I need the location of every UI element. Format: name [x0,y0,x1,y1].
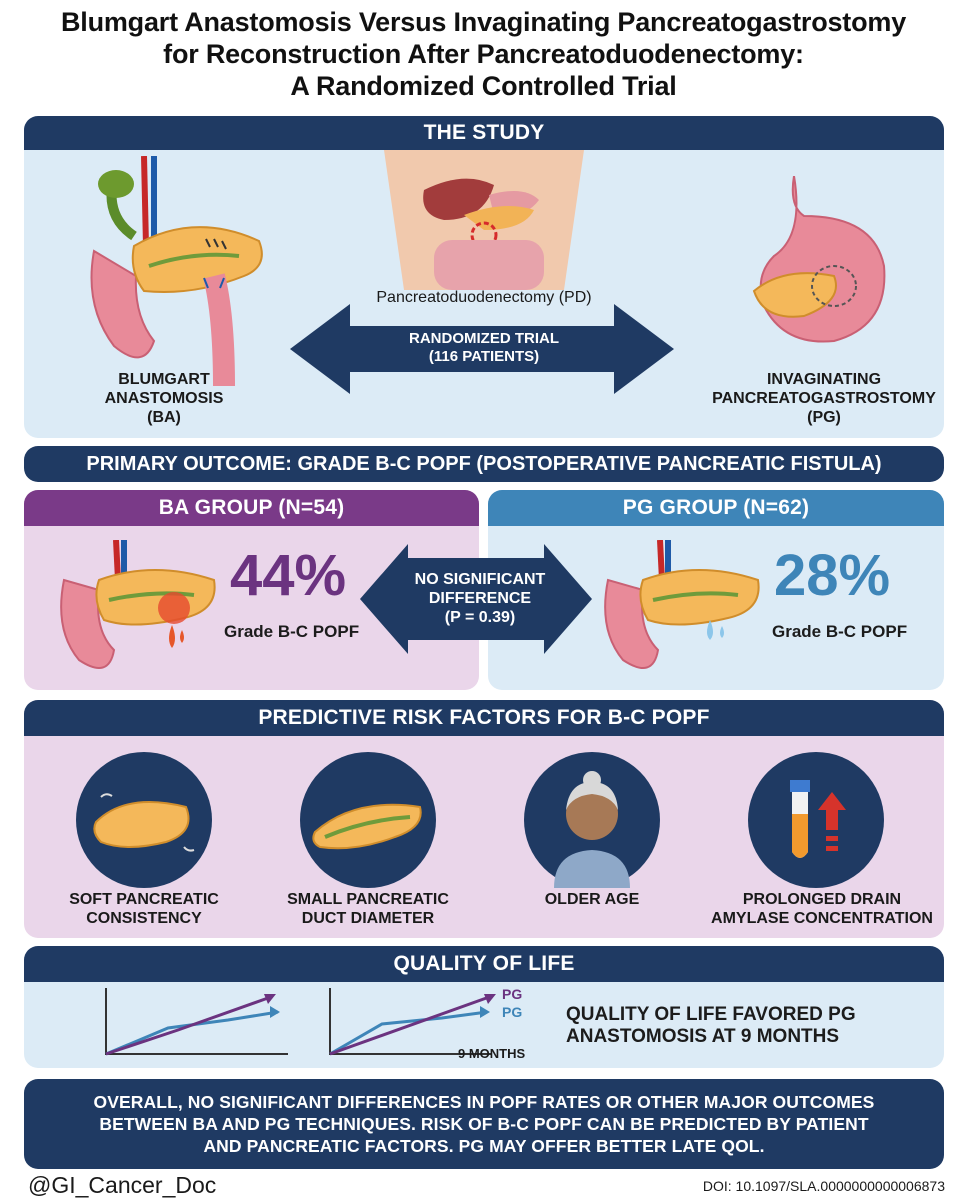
randomized-trial-label: RANDOMIZED TRIAL (116 PATIENTS) [354,330,614,366]
conclusion-line-3: AND PANCREATIC FACTORS. PG MAY OFFER BET… [203,1136,765,1156]
conclusion-line-2: BETWEEN BA AND PG TECHNIQUES. RISK OF B-… [99,1114,869,1134]
pg-label-line-1: INVAGINATING [766,371,882,388]
pancreatic-duct-icon [300,752,436,888]
risk-item-4-label: PROLONGED DRAIN AMYLASE CONCENTRATION [704,890,940,928]
procedure-label: Pancreatoduodenectomy (PD) [376,289,592,306]
pg-label: INVAGINATING PANCREATOGASTROSTOMY (PG) [704,370,944,427]
pg-group-header: PG GROUP (N=62) [488,490,944,526]
qol-chart-1 [105,988,288,1056]
risk-item-3-line-1: OLDER AGE [544,891,640,908]
qol-time-label: 9 MONTHS [458,1046,526,1061]
pg-leak-pancreas-icon [604,540,760,669]
pg-percent: 28% [774,543,891,608]
pg-label-line-2: PANCREATOGASTROSTOMY [712,390,936,407]
author-handle: @GI_Cancer_Doc [28,1172,217,1198]
ba-label-line-3: (BA) [147,409,181,426]
qol-header: QUALITY OF LIFE [24,946,944,982]
qol-summary-line-2: ANASTOMOSIS AT 9 MONTHS [566,1026,840,1047]
risk-item-3-label: OLDER AGE [492,890,692,909]
comparison-label: NO SIGNIFICANT DIFFERENCE (P = 0.39) [400,570,560,627]
pancreatogastrostomy-illustration [752,176,886,343]
risk-factors-panel: PREDICTIVE RISK FACTORS FOR B-C POPF SOF… [24,700,944,938]
page-title: Blumgart Anastomosis Versus Invaginating… [0,6,967,102]
pg-percent-caption: Grade B-C POPF [772,622,908,641]
title-line-1: Blumgart Anastomosis Versus Invaginating… [60,7,907,37]
risk-item-1-label: SOFT PANCREATIC CONSISTENCY [44,890,244,928]
study-panel: THE STUDY Pancreatoduodenectomy (PD) RAN… [24,116,944,438]
conclusion-panel: OVERALL, NO SIGNIFICANT DIFFERENCES IN P… [24,1079,944,1169]
risk-item-2-line-2: DUCT DIAMETER [301,910,435,927]
randomized-line-2: (116 PATIENTS) [428,348,540,365]
comparison-line-2: DIFFERENCE [428,590,532,607]
older-person-icon [524,752,660,888]
study-header: THE STUDY [24,116,944,150]
randomized-double-arrow [290,304,674,394]
risk-item-2-line-1: SMALL PANCREATIC [287,891,449,908]
ba-leak-pancreas-icon [60,540,216,669]
comparison-line-1: NO SIGNIFICANT [414,571,546,588]
ba-percent: 44% [230,543,347,608]
title-line-3: A Randomized Controlled Trial [290,71,677,101]
pg-label-line-3: (PG) [807,409,841,426]
ba-label: BLUMGART ANASTOMOSIS (BA) [64,370,264,427]
risk-item-2-label: SMALL PANCREATIC DUCT DIAMETER [268,890,468,928]
soft-pancreas-icon [76,752,212,888]
ba-group-header: BA GROUP (N=54) [24,490,479,526]
title-line-2: for Reconstruction After Pancreatoduoden… [163,39,804,69]
comparison-line-3: (P = 0.39) [444,609,516,626]
risk-item-4-line-2: AMYLASE CONCENTRATION [711,910,933,927]
randomized-line-1: RANDOMIZED TRIAL [409,330,559,347]
risk-factors-header: PREDICTIVE RISK FACTORS FOR B-C POPF [24,700,944,736]
torso-illustration [384,150,584,290]
primary-outcome-bar: PRIMARY OUTCOME: GRADE B-C POPF (POSTOPE… [24,446,944,482]
ba-label-line-1: BLUMGART [118,371,210,388]
qol-pg-label-1: PG [502,986,523,1002]
ba-label-line-2: ANASTOMOSIS [104,390,224,407]
qol-summary: QUALITY OF LIFE FAVORED PG ANASTOMOSIS A… [566,1004,856,1048]
blumgart-anastomosis-illustration [90,156,263,386]
risk-item-1-line-1: SOFT PANCREATIC [69,891,219,908]
qol-pg-label-2: PG [502,1004,523,1020]
conclusion-line-1: OVERALL, NO SIGNIFICANT DIFFERENCES IN P… [93,1092,875,1112]
qol-summary-line-1: QUALITY OF LIFE FAVORED PG [566,1004,856,1025]
qol-chart-2 [329,988,496,1056]
doi-reference: DOI: 10.1097/SLA.0000000000006873 [702,1178,945,1194]
ba-group-panel: BA GROUP (N=54) 44% Grade B-C POPF [24,490,479,690]
quality-of-life-panel: QUALITY OF LIFE PG PG 9 MONTHS QUALITY O… [24,946,944,1068]
pg-group-panel: PG GROUP (N=62) 28% Grade B-C POPF [488,490,944,690]
risk-item-1-line-2: CONSISTENCY [86,910,202,927]
ba-percent-caption: Grade B-C POPF [224,622,360,641]
risk-item-4-line-1: PROLONGED DRAIN [742,891,902,908]
test-tube-icon [748,752,884,888]
comparison-double-arrow [360,544,592,654]
